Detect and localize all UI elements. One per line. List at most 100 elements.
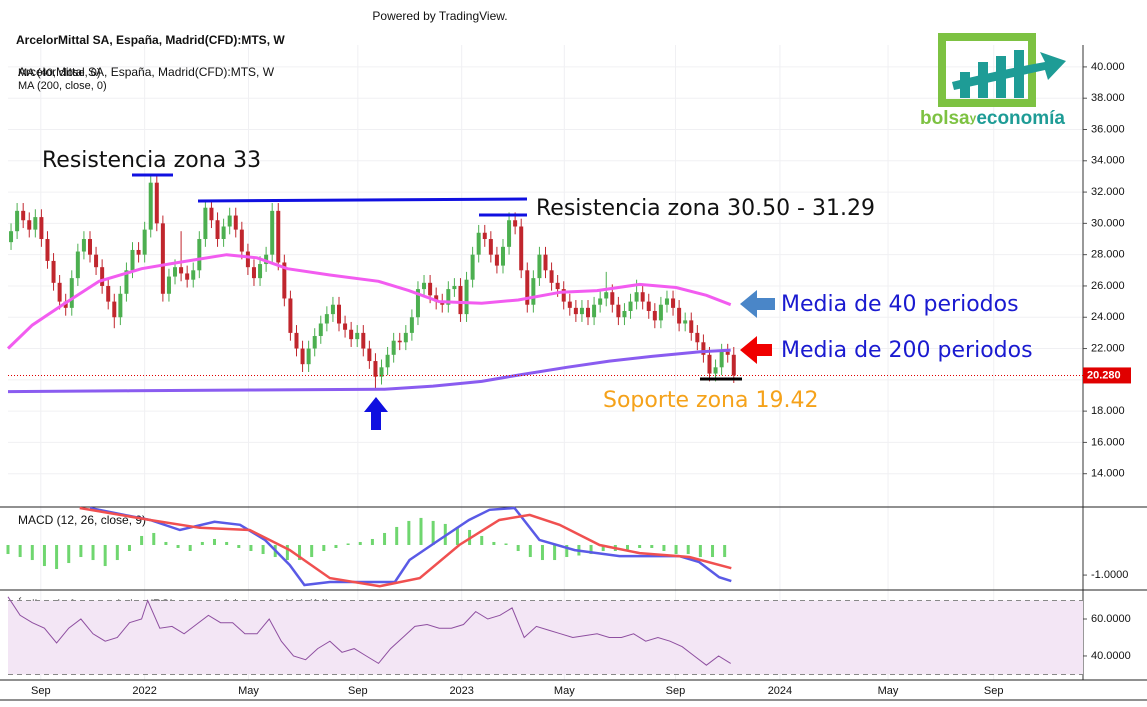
histogram-bar <box>164 541 168 545</box>
histogram-bar <box>455 526 459 545</box>
candle-body <box>45 239 50 261</box>
annotation: Resistencia zona 33 <box>42 148 261 173</box>
moving-average <box>6 253 732 350</box>
candle-body <box>166 276 171 294</box>
histogram-bar <box>540 544 544 561</box>
candle-body <box>464 279 469 315</box>
indicator-line <box>79 506 732 588</box>
candle-body <box>409 317 414 333</box>
candle-body <box>725 351 730 355</box>
candle-body <box>531 278 536 305</box>
candle-body <box>215 220 220 240</box>
histogram-bar <box>723 544 727 558</box>
legend-entry: MA (40, close, 0) <box>18 67 101 79</box>
candle-body <box>391 340 396 355</box>
histogram-bar <box>212 538 216 545</box>
histogram-bar <box>383 532 387 545</box>
logo-part: economía <box>976 108 1065 129</box>
indicator-line <box>89 506 732 587</box>
y-tick-label: 28.000 <box>1091 249 1125 261</box>
x-tick-label: Sep <box>31 685 51 697</box>
candle-body <box>9 231 14 243</box>
candle-body <box>622 310 627 318</box>
histogram-bar <box>55 544 59 570</box>
candle-body <box>276 210 281 263</box>
histogram-bar <box>127 544 131 552</box>
last-price-label: 20.280 <box>1087 369 1121 381</box>
histogram-bar <box>504 543 508 545</box>
candle-body <box>51 260 56 283</box>
candle-body <box>361 332 366 349</box>
histogram-bar <box>346 543 350 545</box>
histogram-bar <box>30 544 34 561</box>
y-tick-label: 36.000 <box>1091 123 1125 135</box>
histogram-bar <box>322 544 326 552</box>
candle-body <box>707 354 712 374</box>
annotation: Media de 40 periodos <box>781 292 1019 317</box>
candle-body <box>476 232 481 255</box>
y-tick-label: 14.000 <box>1091 468 1125 480</box>
powered-by: Powered by TradingView. <box>372 9 507 23</box>
x-tick-label: 2024 <box>768 685 792 697</box>
y-tick-label: 38.000 <box>1091 92 1125 104</box>
candle-body <box>586 307 591 318</box>
candle-body <box>713 367 718 374</box>
annotation: Media de 200 periodos <box>781 338 1033 363</box>
candle-body <box>75 251 80 279</box>
candle-body <box>379 367 384 377</box>
candle-body <box>81 239 86 252</box>
candle-body <box>640 292 645 302</box>
histogram-bar <box>18 544 22 558</box>
candle-body <box>434 295 439 302</box>
candle-body <box>719 351 724 368</box>
candle-body <box>197 239 202 271</box>
logo-arrow <box>952 52 1066 90</box>
candle-body <box>683 320 688 324</box>
candle-body <box>39 217 44 240</box>
histogram-bar <box>115 544 119 561</box>
x-tick-label: Sep <box>984 685 1004 697</box>
histogram-bar <box>395 526 399 545</box>
y-tick-label: 18.000 <box>1091 405 1125 417</box>
candle-body <box>87 239 92 255</box>
candle-body <box>525 270 530 305</box>
left-arrow <box>740 336 772 364</box>
rsi-line <box>7 596 731 666</box>
left-arrow <box>740 290 775 318</box>
histogram-bar <box>553 544 557 561</box>
candle-body <box>652 310 657 321</box>
candle-body <box>482 232 487 240</box>
logo-part: bolsa <box>920 108 970 129</box>
candle-body <box>15 210 20 232</box>
x-tick-label: 2023 <box>449 685 473 697</box>
annotation: Resistencia zona 30.50 - 31.29 <box>536 196 875 221</box>
candle-body <box>689 320 694 333</box>
histogram-bar <box>492 541 496 545</box>
histogram-bar <box>261 544 265 555</box>
histogram-bar <box>310 544 314 558</box>
candle-body <box>555 282 560 290</box>
x-tick-label: May <box>554 685 575 697</box>
candle-body <box>142 229 147 255</box>
histogram-bar <box>480 535 484 545</box>
candle-body <box>677 307 682 324</box>
histogram-bar <box>407 520 411 545</box>
candle-body <box>63 301 68 308</box>
candle-body <box>494 254 499 266</box>
candle-body <box>507 220 512 247</box>
candle-body <box>349 329 354 340</box>
y-tick-label: 34.000 <box>1091 155 1125 167</box>
candle-body <box>300 348 305 365</box>
histogram-bar <box>638 544 642 548</box>
candle-body <box>403 332 408 343</box>
x-tick-label: Sep <box>348 685 368 697</box>
histogram-bar <box>711 544 715 558</box>
annotation: Soporte zona 19.42 <box>603 388 818 413</box>
histogram-bar <box>674 544 678 555</box>
candle-body <box>561 289 566 302</box>
candle-body <box>488 239 493 255</box>
candle-body <box>628 301 633 311</box>
x-tick-label: May <box>878 685 899 697</box>
candle-body <box>318 323 323 337</box>
